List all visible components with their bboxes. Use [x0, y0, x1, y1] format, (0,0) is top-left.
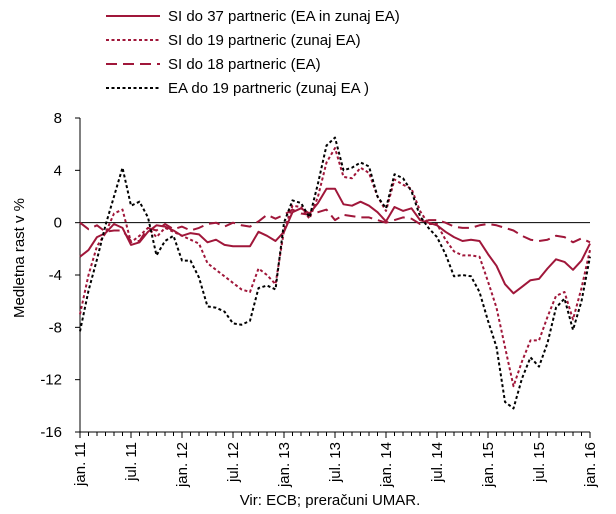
- x-tick-label: jan. 14: [378, 442, 395, 488]
- y-tick-label: 0: [54, 215, 62, 232]
- x-tick-label: jul. 11: [123, 442, 140, 482]
- x-tick-label: jan. 15: [480, 442, 497, 488]
- plot-area: -16 -12 -8 -4 0 4 8 jan. 11 jul. 11 jan. 12 jul. …: [40, 110, 599, 488]
- series-lines: [79, 136, 591, 410]
- x-tick-label: jul. 14: [429, 442, 446, 483]
- x-tick-label: jan. 13: [276, 442, 293, 488]
- legend-label-1: SI do 37 partneric (EA in zunaj EA): [168, 8, 400, 25]
- series-line-3: [79, 208, 591, 244]
- x-tick-label: jul. 13: [327, 442, 344, 483]
- series-line-1: [79, 187, 591, 295]
- y-tick-label: -4: [49, 267, 62, 284]
- legend-label-3: SI do 18 partneric (EA): [168, 56, 321, 73]
- series-line-2: [79, 147, 591, 388]
- legend-label-2: SI do 19 partneric (zunaj EA): [168, 32, 361, 49]
- y-axis-title: Medletna rast v %: [11, 198, 28, 318]
- legend: SI do 37 partneric (EA in zunaj EA) SI do…: [106, 8, 400, 97]
- x-tick-label: jan. 16: [582, 442, 599, 488]
- y-tick-label: -12: [40, 372, 62, 389]
- y-axis-ticks: -16 -12 -8 -4 0 4 8: [40, 110, 80, 441]
- x-tick-label: jan. 12: [174, 442, 191, 488]
- x-tick-label: jul. 15: [531, 442, 548, 483]
- series-line-4: [79, 136, 591, 410]
- y-tick-label: -8: [49, 319, 62, 336]
- y-tick-label: 8: [54, 110, 62, 127]
- y-tick-label: -16: [40, 424, 62, 441]
- x-tick-label: jul. 12: [225, 442, 242, 483]
- x-axis-ticks: jan. 11 jul. 11 jan. 12 jul. 12 jan. 13 jul. …: [72, 432, 599, 488]
- source-note: Vir: ECB; preračuni UMAR.: [240, 492, 421, 509]
- y-tick-label: 4: [54, 162, 62, 179]
- legend-label-4: EA do 19 partneric (zunaj EA ): [168, 80, 369, 97]
- x-tick-label: jan. 11: [72, 442, 89, 487]
